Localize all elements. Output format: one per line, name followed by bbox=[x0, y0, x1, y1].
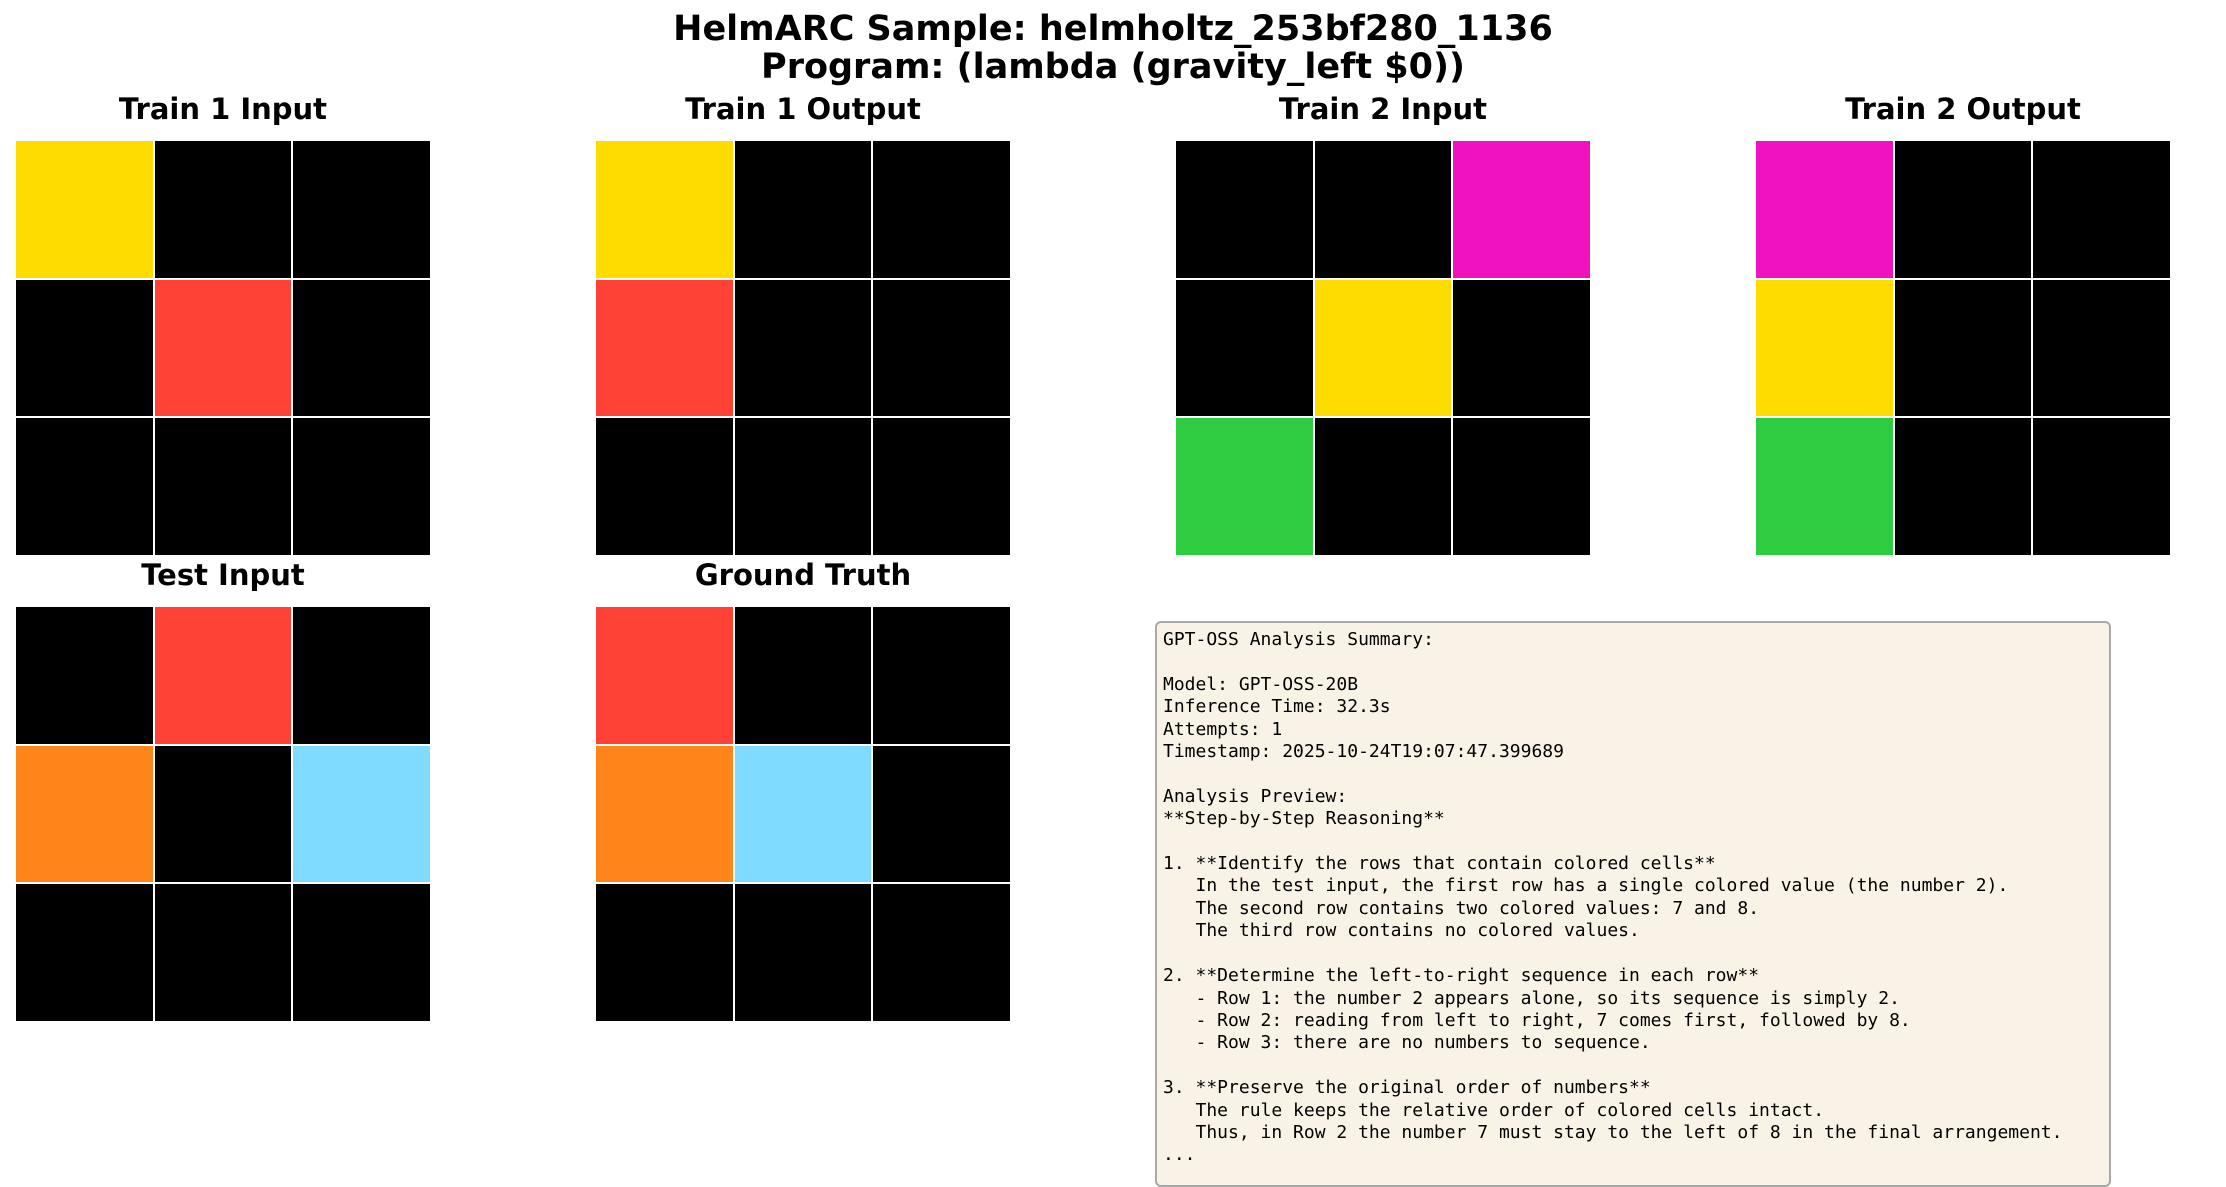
grid-train-1-output bbox=[596, 141, 1010, 555]
grid-cell bbox=[293, 141, 430, 278]
grid-cell bbox=[734, 279, 872, 417]
grid-cell bbox=[293, 279, 430, 417]
grid-ground-truth bbox=[596, 607, 1010, 1021]
grid-cell bbox=[293, 418, 430, 555]
analysis-summary-box: GPT-OSS Analysis Summary: Model: GPT-OSS… bbox=[1155, 621, 2111, 1187]
grid-cell bbox=[596, 745, 733, 883]
grid-cell bbox=[596, 607, 733, 744]
grid-cell bbox=[16, 884, 153, 1021]
grid-cell bbox=[596, 279, 733, 417]
grid-cell bbox=[873, 141, 1010, 278]
grid-cell bbox=[734, 418, 872, 555]
grid-cell bbox=[1176, 141, 1313, 278]
panel-title: Train 2 Input bbox=[1278, 92, 1488, 126]
grid-cell bbox=[873, 279, 1010, 417]
grid-cell bbox=[154, 607, 292, 744]
grid-cell bbox=[734, 607, 872, 744]
grid-cell bbox=[1453, 418, 1590, 555]
grid-cell bbox=[154, 745, 292, 883]
grid-cell bbox=[2033, 418, 2170, 555]
grid-cell bbox=[16, 418, 153, 555]
grid-train-2-output bbox=[1756, 141, 2170, 555]
panel-train-1-output: Train 1 Output bbox=[596, 91, 1010, 555]
grid-cell bbox=[1176, 418, 1313, 555]
grid-cell bbox=[154, 279, 292, 417]
grid-cell bbox=[873, 418, 1010, 555]
grid-cell bbox=[873, 607, 1010, 744]
grid-cell bbox=[2033, 141, 2170, 278]
grid-cell bbox=[1314, 279, 1452, 417]
panel-train-2-input: Train 2 Input bbox=[1176, 91, 1590, 555]
grid-cell bbox=[1894, 279, 2032, 417]
grid-cell bbox=[1314, 418, 1452, 555]
panel-title: Train 1 Output bbox=[685, 92, 921, 126]
grid-test-input bbox=[16, 607, 430, 1021]
grid-cell bbox=[1176, 279, 1313, 417]
grid-cell bbox=[596, 418, 733, 555]
panel-title: Train 1 Input bbox=[118, 92, 328, 126]
grid-cell bbox=[734, 141, 872, 278]
grid-cell bbox=[2033, 279, 2170, 417]
grid-cell bbox=[1453, 141, 1590, 278]
panel-test-input: Test Input bbox=[16, 557, 430, 1021]
grid-cell bbox=[154, 141, 292, 278]
grid-cell bbox=[16, 279, 153, 417]
grid-cell bbox=[293, 884, 430, 1021]
grid-cell bbox=[1756, 141, 1893, 278]
grid-cell bbox=[873, 884, 1010, 1021]
grid-cell bbox=[596, 141, 733, 278]
grid-cell bbox=[1453, 279, 1590, 417]
grid-train-1-input bbox=[16, 141, 430, 555]
grid-cell bbox=[16, 141, 153, 278]
grid-cell bbox=[596, 884, 733, 1021]
grid-cell bbox=[1756, 418, 1893, 555]
grid-cell bbox=[873, 745, 1010, 883]
panel-train-1-input: Train 1 Input bbox=[16, 91, 430, 555]
panel-title: Ground Truth bbox=[694, 558, 912, 592]
grid-cell bbox=[293, 745, 430, 883]
grid-cell bbox=[1894, 418, 2032, 555]
grid-cell bbox=[293, 607, 430, 744]
grid-cell bbox=[1894, 141, 2032, 278]
grid-cell bbox=[16, 607, 153, 744]
grid-cell bbox=[1314, 141, 1452, 278]
panel-ground-truth: Ground Truth bbox=[596, 557, 1010, 1021]
panel-title: Train 2 Output bbox=[1845, 92, 2081, 126]
panel-train-2-output: Train 2 Output bbox=[1756, 91, 2170, 555]
grid-cell bbox=[1756, 279, 1893, 417]
grid-cell bbox=[734, 884, 872, 1021]
grid-cell bbox=[734, 745, 872, 883]
program-title: Program: (lambda (gravity_left $0)) bbox=[761, 47, 1465, 87]
grid-cell bbox=[154, 884, 292, 1021]
grid-cell bbox=[16, 745, 153, 883]
panel-title: Test Input bbox=[141, 558, 305, 592]
grid-train-2-input bbox=[1176, 141, 1590, 555]
figure-title: HelmARC Sample: helmholtz_253bf280_1136 bbox=[673, 9, 1553, 49]
grid-cell bbox=[154, 418, 292, 555]
